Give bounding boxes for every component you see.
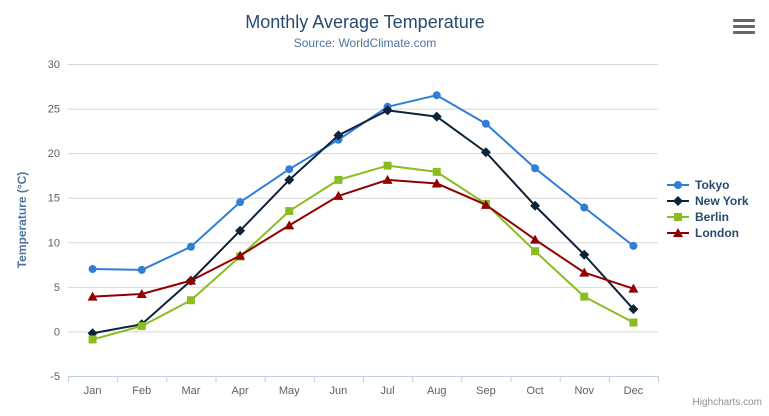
x-tick-label: May (279, 385, 300, 397)
data-point-london[interactable] (284, 220, 295, 230)
data-point-new-york[interactable] (382, 105, 393, 116)
data-point-berlin[interactable] (531, 247, 540, 256)
data-point-new-york[interactable] (628, 304, 639, 315)
data-point-tokyo[interactable] (629, 241, 638, 250)
data-point-new-york[interactable] (480, 147, 491, 158)
legend: Tokyo New York Berlin London (666, 177, 749, 241)
series-london[interactable] (87, 174, 639, 301)
x-tick-label: Feb (132, 385, 151, 397)
series-new-york[interactable] (87, 105, 639, 339)
x-tick-label: Nov (574, 385, 594, 397)
legend-item-london[interactable]: London (666, 225, 749, 241)
square-marker-icon (667, 213, 689, 221)
data-point-london[interactable] (185, 275, 196, 285)
hamburger-icon (733, 19, 755, 34)
x-tick-label: Dec (624, 385, 644, 397)
grid: -5 0 5 10 15 20 25 30 (48, 59, 658, 383)
y-tick-label: 5 (54, 282, 60, 294)
x-tick-label: Apr (232, 385, 249, 397)
y-tick-label: 25 (48, 104, 60, 116)
diamond-marker-icon (667, 196, 689, 206)
series-tokyo[interactable] (88, 91, 638, 274)
diamond-icon (673, 196, 683, 206)
x-tick-label: Aug (427, 385, 447, 397)
data-point-berlin[interactable] (137, 322, 146, 331)
circle-marker-icon (667, 181, 689, 189)
data-point-london[interactable] (87, 291, 98, 301)
legend-label: London (695, 226, 739, 240)
data-point-new-york[interactable] (530, 200, 541, 211)
data-point-new-york[interactable] (431, 111, 442, 122)
data-point-tokyo[interactable] (137, 265, 146, 274)
chart-subtitle: Source: WorldClimate.com (293, 36, 437, 50)
data-point-london[interactable] (333, 190, 344, 200)
data-point-tokyo[interactable] (531, 164, 540, 173)
circle-icon (674, 181, 682, 189)
data-point-berlin[interactable] (432, 167, 441, 176)
x-tick-label: Jun (330, 385, 348, 397)
data-point-berlin[interactable] (186, 296, 195, 305)
legend-label: Tokyo (695, 178, 730, 192)
y-tick-label: 10 (48, 237, 60, 249)
series-line-london (91, 178, 635, 298)
triangle-icon (673, 228, 683, 237)
data-point-london[interactable] (530, 234, 541, 244)
data-point-tokyo[interactable] (88, 265, 97, 274)
data-point-tokyo[interactable] (285, 165, 294, 174)
y-tick-label: 30 (48, 59, 60, 71)
x-tick-label: Oct (527, 385, 544, 397)
legend-item-berlin[interactable]: Berlin (666, 209, 749, 225)
x-tick-label: Jan (84, 385, 102, 397)
chart-title: Monthly Average Temperature (245, 12, 485, 32)
y-tick-label: 20 (48, 148, 60, 160)
data-point-tokyo[interactable] (580, 203, 589, 212)
x-axis: Jan Feb Mar Apr May Jun Jul Aug Sep Oct Nov Dec (68, 376, 659, 397)
square-icon (674, 213, 682, 221)
series-line-berlin (91, 164, 635, 341)
series-line-new-york (91, 109, 635, 335)
y-tick-label: 0 (54, 326, 60, 338)
legend-label: New York (695, 194, 749, 208)
series-line-tokyo (91, 94, 635, 271)
y-tick-label: -5 (50, 371, 60, 383)
legend-item-new-york[interactable]: New York (666, 193, 749, 209)
y-axis-title: Temperature (°C) (15, 171, 29, 269)
data-point-new-york[interactable] (235, 225, 246, 236)
data-point-london[interactable] (136, 288, 147, 298)
data-point-berlin[interactable] (629, 318, 638, 327)
y-tick-label: 15 (48, 193, 60, 205)
data-point-tokyo[interactable] (236, 198, 245, 207)
data-point-berlin[interactable] (334, 175, 343, 184)
data-point-new-york[interactable] (579, 249, 590, 260)
data-point-london[interactable] (628, 283, 639, 293)
data-point-berlin[interactable] (383, 161, 392, 170)
legend-label: Berlin (695, 210, 730, 224)
data-point-london[interactable] (235, 250, 246, 260)
data-point-london[interactable] (431, 178, 442, 188)
data-point-berlin[interactable] (88, 335, 97, 344)
data-point-london[interactable] (579, 267, 590, 277)
credits-link[interactable]: Highcharts.com (692, 397, 762, 408)
data-point-tokyo[interactable] (186, 242, 195, 251)
export-menu-button[interactable] (733, 19, 755, 35)
x-tick-label: Sep (476, 385, 496, 397)
data-point-new-york[interactable] (284, 174, 295, 185)
data-point-new-york[interactable] (333, 130, 344, 141)
legend-item-tokyo[interactable]: Tokyo (666, 177, 749, 193)
triangle-marker-icon (667, 228, 689, 237)
data-point-london[interactable] (480, 199, 491, 209)
data-point-tokyo[interactable] (432, 91, 441, 100)
data-point-tokyo[interactable] (481, 119, 490, 128)
x-tick-label: Mar (181, 385, 200, 397)
data-point-berlin[interactable] (285, 207, 294, 216)
x-tick-label: Jul (381, 385, 395, 397)
data-point-berlin[interactable] (580, 292, 589, 301)
data-point-london[interactable] (382, 174, 393, 184)
